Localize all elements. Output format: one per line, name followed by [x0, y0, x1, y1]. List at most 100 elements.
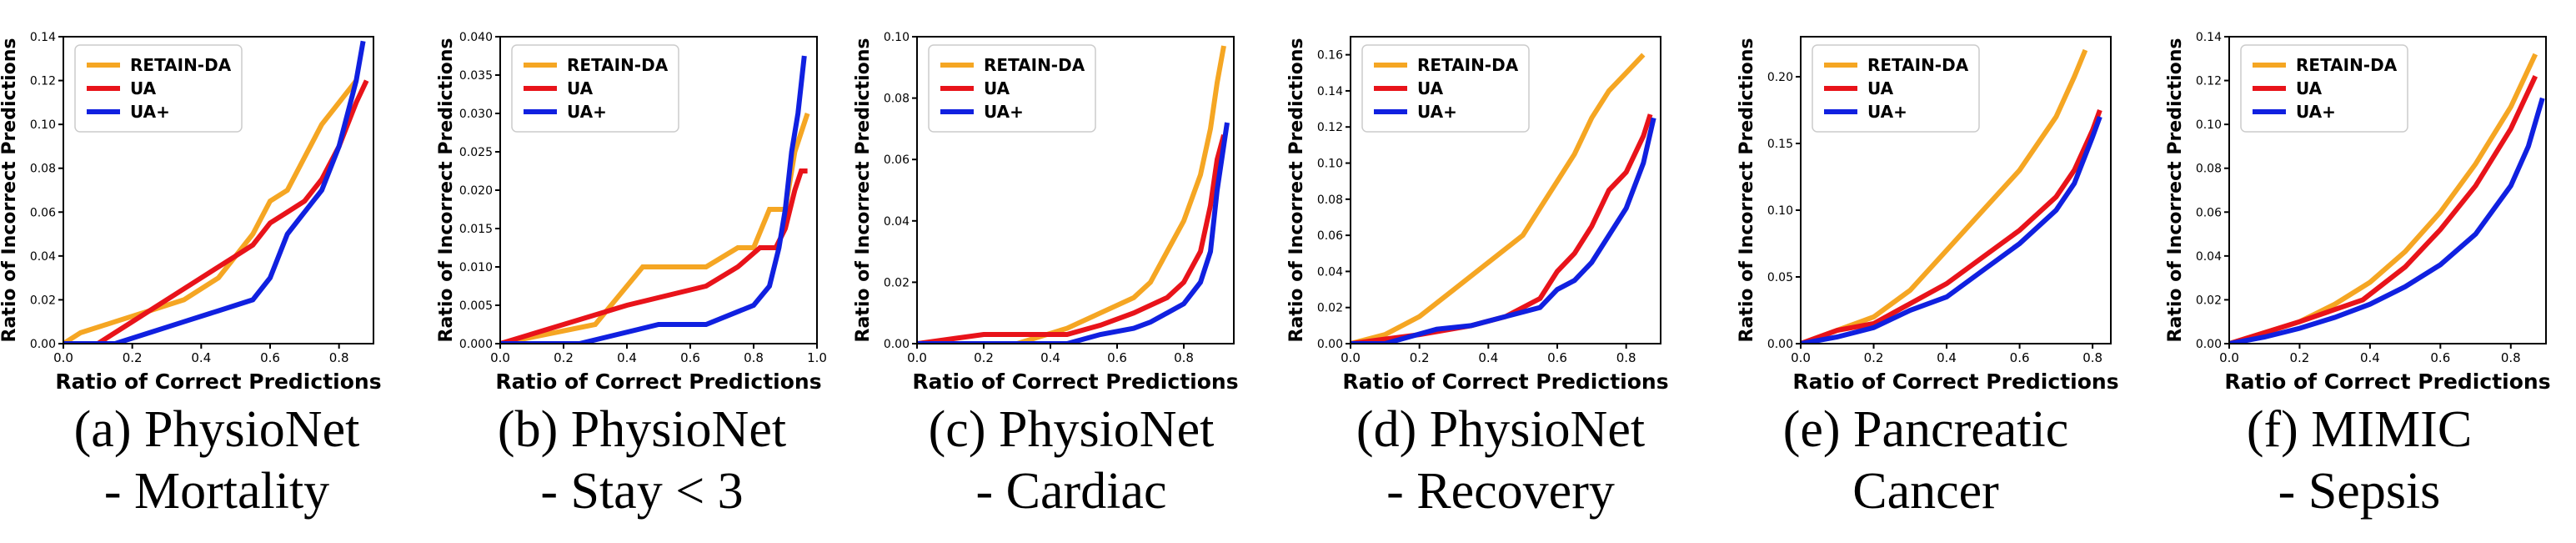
x-tick-label: 0.2 [974, 350, 994, 365]
series-line-retain-da [500, 113, 810, 344]
caption-b-line2: - Stay < 3 [540, 463, 744, 520]
caption-a: (a) PhysioNet - Mortality [25, 399, 408, 522]
y-tick-label: 0.02 [2196, 294, 2222, 307]
legend-entry: RETAIN-DA [2296, 55, 2398, 75]
legend-entry: UA [1867, 78, 1894, 98]
x-tick-label: 0.4 [2360, 350, 2380, 365]
x-tick-label: 0.0 [1791, 350, 1811, 365]
caption-c: (c) PhysioNet - Cardiac [880, 399, 1263, 522]
series-line-retain-da [1801, 48, 2088, 344]
chart-d: 0.0 0.2 0.4 0.6 0.8 0.00 0.02 0.04 0.06 0.08 0.10 0… [1286, 36, 1669, 394]
x-axis-label: Ratio of Correct Predictions [495, 370, 821, 394]
caption-f: (f) MIMIC - Sepsis [2168, 399, 2551, 522]
x-tick-label: 0.0 [53, 350, 73, 365]
chart-e: 0.0 0.2 0.4 0.6 0.8 0.00 0.05 0.10 0.15 0.20 Ratio… [1737, 36, 2119, 394]
x-tick-label: 0.2 [123, 350, 143, 365]
series-line-retain-da [1351, 53, 1646, 344]
x-axis-label: Ratio of Correct Predictions [2224, 370, 2550, 394]
y-tick-label: 0.10 [1767, 204, 1793, 218]
caption-b-line1: (b) PhysioNet [497, 401, 787, 458]
legend-entry: UA [567, 78, 594, 98]
y-tick-label: 0.04 [1317, 265, 1343, 279]
chart-b: 0.0 0.2 0.4 0.6 0.8 1.0 0.000 0.005 0.010 0.015 0.… [436, 31, 827, 394]
caption-e: (e) Pancreatic Cancer [1734, 399, 2117, 522]
caption-a-line1: (a) PhysioNet [73, 401, 360, 458]
series-line-ua [917, 134, 1226, 344]
x-tick-label: 0.0 [1341, 350, 1361, 365]
x-tick-label: 0.4 [1478, 350, 1498, 365]
x-tick-label: 0.8 [1616, 350, 1636, 365]
y-tick-label: 0.04 [30, 250, 56, 264]
legend-entry: UA [130, 78, 157, 98]
y-tick-label: 0.02 [30, 294, 56, 307]
y-tick-label: 0.08 [884, 93, 910, 106]
y-axis-label: Ratio of Incorrect Predictions [436, 38, 457, 343]
x-tick-label: 0.0 [490, 350, 510, 365]
y-tick-label: 0.02 [1317, 302, 1343, 315]
y-tick-label: 0.14 [1317, 85, 1343, 98]
x-tick-label: 0.8 [329, 350, 349, 365]
caption-c-line1: (c) PhysioNet [928, 401, 1215, 458]
caption-d-line1: (d) PhysioNet [1356, 401, 1646, 458]
y-axis-label: Ratio of Incorrect Predictions [853, 38, 874, 343]
x-tick-label: 0.2 [1864, 350, 1884, 365]
y-tick-label: 0.10 [2196, 118, 2222, 132]
x-tick-label: 0.4 [1040, 350, 1060, 365]
y-tick-label: 0.020 [459, 184, 493, 198]
series-line-ua [1351, 113, 1653, 344]
y-tick-label: 0.20 [1767, 71, 1793, 84]
y-tick-label: 0.015 [459, 223, 493, 236]
legend-entry: UA [984, 78, 1010, 98]
legend-entry: UA+ [1867, 102, 1907, 122]
caption-f-line1: (f) MIMIC [2246, 401, 2473, 458]
legend-entry: RETAIN-DA [130, 55, 232, 75]
caption-b: (b) PhysioNet - Stay < 3 [450, 399, 834, 522]
y-tick-label: 0.06 [1317, 229, 1343, 243]
y-tick-label: 0.05 [1767, 271, 1793, 284]
y-tick-label: 0.14 [2196, 31, 2222, 44]
y-tick-label: 0.02 [884, 276, 910, 289]
x-tick-label: 0.4 [191, 350, 211, 365]
x-axis-label: Ratio of Correct Predictions [1792, 370, 2118, 394]
y-axis-label: Ratio of Incorrect Predictions [1286, 38, 1307, 343]
legend-entry: UA+ [130, 102, 170, 122]
series-line-ua- [1801, 115, 2102, 344]
plot-frame [916, 36, 1235, 344]
y-tick-label: 0.04 [884, 215, 910, 229]
y-tick-label: 0.06 [30, 206, 56, 219]
x-tick-label: 0.6 [260, 350, 280, 365]
x-tick-label: 0.4 [1937, 350, 1957, 365]
series-line-ua- [1351, 117, 1656, 344]
x-tick-label: 0.4 [617, 350, 637, 365]
legend-entry: RETAIN-DA [984, 55, 1085, 75]
y-axis-label: Ratio of Incorrect Predictions [0, 38, 20, 343]
y-tick-label: 0.04 [2196, 250, 2222, 264]
chart-a: 0.0 0.2 0.4 0.6 0.8 0.00 0.02 0.04 0.06 0.08 0.10 0… [0, 31, 382, 394]
y-tick-label: 0.10 [884, 31, 910, 44]
y-tick-label: 0.14 [30, 31, 56, 44]
y-tick-label: 0.00 [2196, 338, 2222, 351]
y-tick-label: 0.00 [1767, 338, 1793, 351]
x-axis-label: Ratio of Correct Predictions [55, 370, 381, 394]
y-axis-label: Ratio of Incorrect Predictions [1737, 38, 1757, 343]
series-line-ua- [2229, 97, 2545, 344]
caption-d: (d) PhysioNet - Recovery [1309, 399, 1692, 522]
y-tick-label: 0.00 [1317, 338, 1343, 351]
plot-frame [1350, 36, 1661, 344]
caption-e-line1: (e) Pancreatic [1782, 401, 2069, 458]
caption-e-line2: Cancer [1852, 463, 1999, 520]
x-tick-label: 0.0 [907, 350, 927, 365]
y-tick-label: 0.10 [30, 118, 56, 132]
y-tick-label: 0.00 [30, 338, 56, 351]
plot-frame [1800, 36, 2112, 344]
legend-entry: RETAIN-DA [1867, 55, 1969, 75]
legend-entry: RETAIN-DA [567, 55, 669, 75]
y-tick-label: 0.12 [2196, 75, 2222, 88]
x-tick-label: 0.2 [1410, 350, 1430, 365]
x-tick-label: 0.2 [2290, 350, 2310, 365]
x-tick-label: 0.8 [2082, 350, 2102, 365]
x-tick-label: 0.6 [2010, 350, 2030, 365]
y-tick-label: 0.010 [459, 261, 493, 274]
series-line-ua- [63, 40, 366, 344]
